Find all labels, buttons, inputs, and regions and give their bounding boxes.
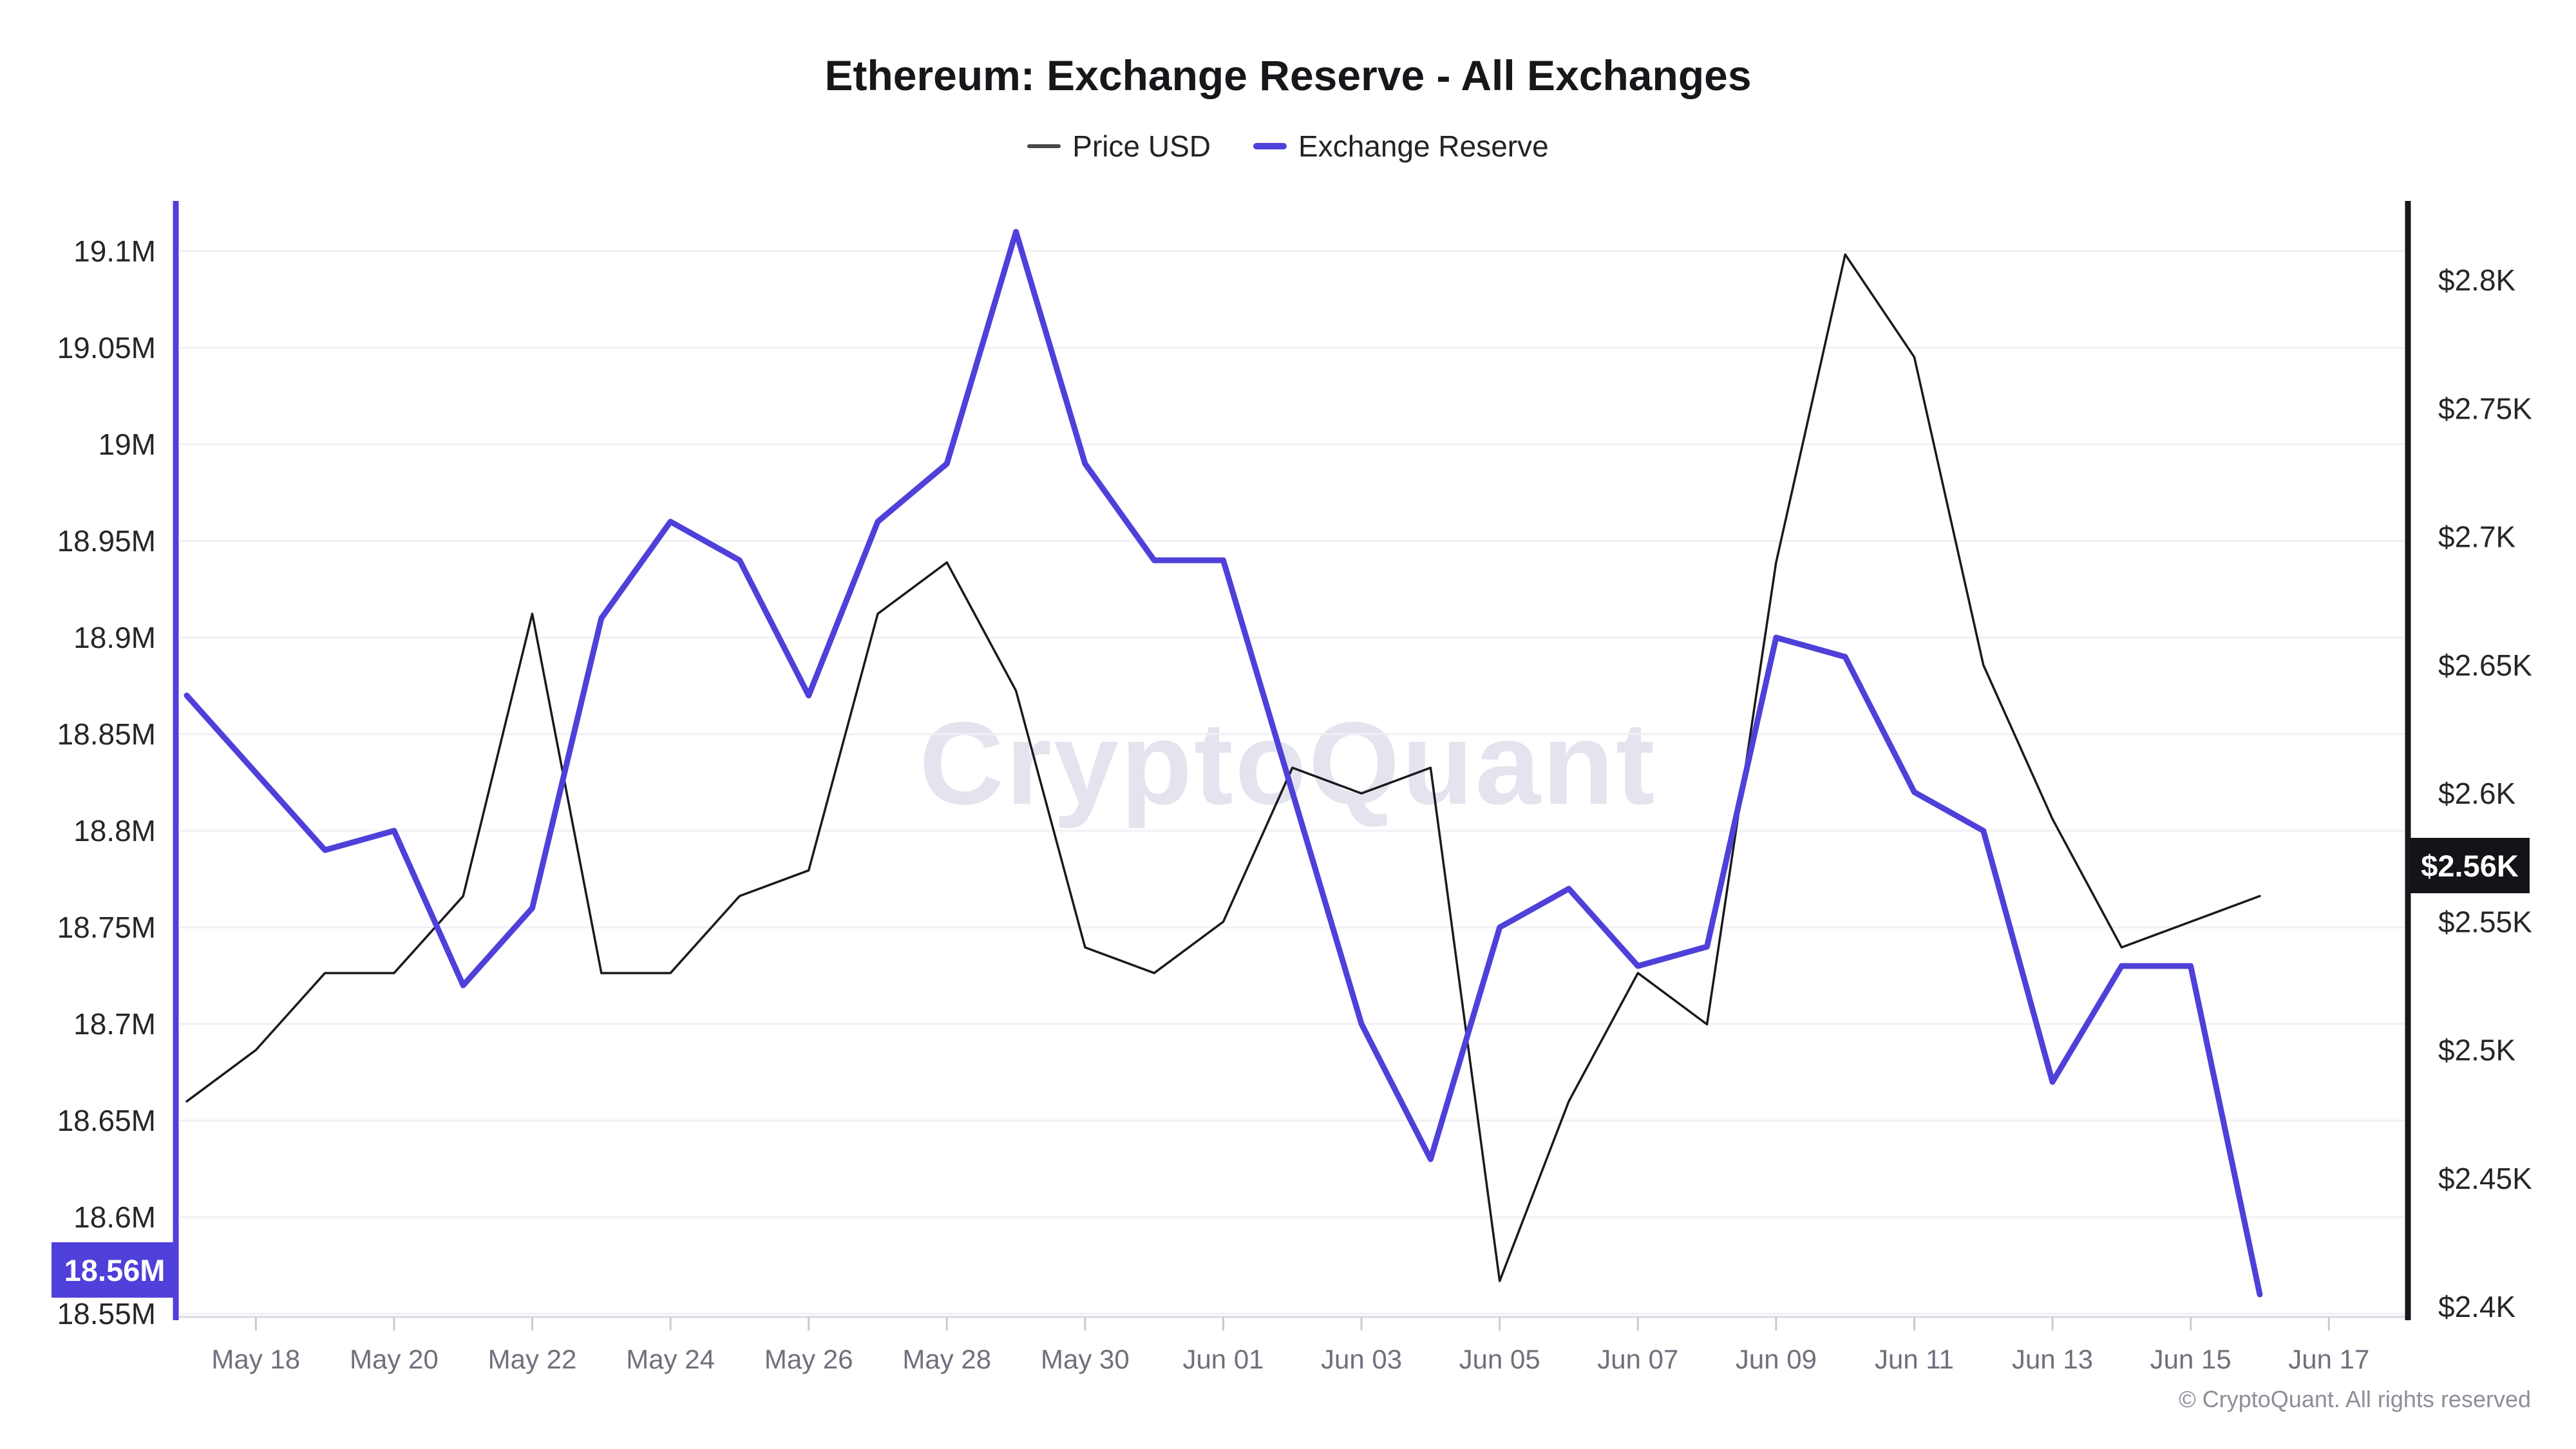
svg-text:18.95M: 18.95M [57, 524, 156, 558]
svg-text:18.85M: 18.85M [57, 717, 156, 751]
svg-text:19.05M: 19.05M [57, 331, 156, 365]
svg-text:$2.75K: $2.75K [2438, 392, 2532, 425]
svg-text:May 28: May 28 [902, 1344, 991, 1374]
svg-text:Jun 01: Jun 01 [1182, 1344, 1264, 1374]
price-line-swatch-icon [1027, 144, 1061, 148]
svg-text:May 24: May 24 [626, 1344, 715, 1374]
svg-text:$2.45K: $2.45K [2438, 1162, 2532, 1195]
price-usd-line[interactable] [185, 253, 2261, 1282]
svg-text:18.7M: 18.7M [73, 1007, 156, 1041]
svg-text:19M: 19M [99, 428, 156, 461]
reserve-line-swatch-icon [1253, 143, 1287, 149]
exchange-reserve-line[interactable] [184, 229, 2263, 1298]
svg-text:$2.7K: $2.7K [2438, 520, 2516, 554]
svg-text:19.1M: 19.1M [73, 234, 156, 268]
svg-text:Jun 11: Jun 11 [1875, 1344, 1954, 1374]
svg-text:18.56M: 18.56M [64, 1253, 166, 1287]
svg-text:May 18: May 18 [211, 1344, 300, 1374]
y-axis-left-labels: 19.1M 19.05M 19M 18.95M 18.9M 18.85M 18.8M 18.7… [57, 234, 156, 1331]
svg-text:Jun 03: Jun 03 [1321, 1344, 1402, 1374]
legend-reserve-label: Exchange Reserve [1298, 129, 1549, 163]
svg-text:18.8M: 18.8M [73, 814, 156, 848]
cryptoquant-watermark: CryptoQuant [919, 697, 1657, 829]
svg-text:Jun 05: Jun 05 [1459, 1344, 1540, 1374]
page-title: Ethereum: Exchange Reserve - All Exchang… [824, 52, 1752, 99]
svg-text:18.9M: 18.9M [73, 621, 156, 654]
svg-text:18.65M: 18.65M [57, 1104, 156, 1137]
y-axis-right-labels: $2.8K $2.75K $2.7K $2.65K $2.6K $2.55K $2.5K $2… [2438, 263, 2532, 1323]
svg-text:$2.55K: $2.55K [2438, 905, 2532, 938]
svg-text:Jun 13: Jun 13 [2012, 1344, 2093, 1374]
svg-text:$2.56K: $2.56K [2421, 849, 2519, 883]
svg-text:Jun 09: Jun 09 [1736, 1344, 1817, 1374]
svg-text:May 22: May 22 [488, 1344, 577, 1374]
svg-text:Jun 15: Jun 15 [2150, 1344, 2231, 1374]
reserve-last-value-badge: 18.56M [52, 1242, 178, 1298]
svg-text:May 30: May 30 [1041, 1344, 1130, 1374]
copyright-notice: © CryptoQuant. All rights reserved [2179, 1386, 2531, 1412]
legend: Price USD Exchange Reserve [0, 129, 2576, 164]
svg-text:$2.8K: $2.8K [2438, 263, 2516, 297]
svg-text:$2.6K: $2.6K [2438, 777, 2516, 810]
svg-text:May 26: May 26 [764, 1344, 853, 1374]
svg-text:Jun 07: Jun 07 [1597, 1344, 1678, 1374]
svg-text:18.75M: 18.75M [57, 911, 156, 944]
svg-text:May 20: May 20 [350, 1344, 439, 1374]
svg-text:$2.4K: $2.4K [2438, 1290, 2516, 1323]
legend-item-price[interactable]: Price USD [1027, 129, 1211, 164]
legend-item-reserve[interactable]: Exchange Reserve [1253, 129, 1549, 164]
price-last-value-badge: $2.56K [2410, 838, 2530, 893]
svg-text:Jun 17: Jun 17 [2288, 1344, 2369, 1374]
legend-price-label: Price USD [1072, 129, 1211, 163]
gridlines [180, 250, 2405, 1315]
svg-text:$2.5K: $2.5K [2438, 1034, 2516, 1067]
svg-text:18.6M: 18.6M [73, 1200, 156, 1234]
x-axis-labels: May 18 May 20 May 22 May 24 May 26 May 28 May … [211, 1317, 2369, 1374]
svg-text:$2.65K: $2.65K [2438, 649, 2532, 682]
svg-text:18.55M: 18.55M [57, 1297, 156, 1331]
